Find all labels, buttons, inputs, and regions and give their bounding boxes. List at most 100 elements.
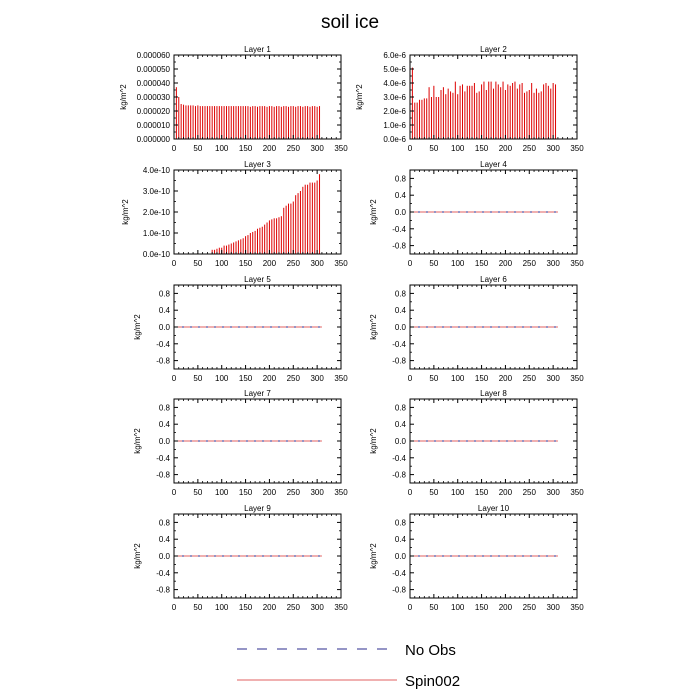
x-tick-label: 250: [287, 603, 301, 612]
y-tick-label: 0.8: [395, 403, 407, 412]
x-tick-label: 300: [310, 144, 324, 153]
y-tick-label: 0.0: [395, 437, 407, 446]
chart-layer-4: 0 50 100 150 200 250 300 350 -0.8 -0.4 0.0 0.4 0.8 La…: [369, 160, 584, 268]
x-tick-label: 100: [215, 603, 229, 612]
x-tick-label: 250: [523, 259, 537, 268]
y-tick-label: 0.8: [159, 403, 171, 412]
y-axis-label: kg/m^2: [119, 84, 128, 110]
chart-layer-9: 0 50 100 150 200 250 300 350 -0.8 -0.4 0.0 0.4 0.8 La…: [133, 504, 348, 612]
x-tick-label: 350: [334, 374, 348, 383]
y-axis-label: kg/m^2: [121, 199, 130, 225]
y-tick-label: -0.8: [392, 242, 406, 251]
chart-layer-6: 0 50 100 150 200 250 300 350 -0.8 -0.4 0.0 0.4 0.8 La…: [369, 275, 584, 383]
x-tick-label: 250: [287, 374, 301, 383]
y-axis-label: kg/m^2: [133, 314, 142, 340]
y-tick-label: -0.8: [392, 586, 406, 595]
x-tick-label: 300: [310, 603, 324, 612]
y-tick-label: -0.8: [392, 471, 406, 480]
chart-layer-3: 0 50 100 150 200 250 300 350 0.0e-10 1.0e-10 2.0e-…: [121, 160, 348, 268]
x-tick-label: 300: [546, 259, 560, 268]
x-tick-label: 250: [523, 144, 537, 153]
x-tick-label: 200: [499, 603, 513, 612]
y-tick-label: 5.0e-6: [383, 65, 406, 74]
panel-title: Layer 5: [244, 275, 271, 284]
y-tick-label: 1.0e-10: [143, 229, 171, 238]
legend: No Obs Spin002: [237, 642, 460, 690]
chart-layer-8: 0 50 100 150 200 250 300 350 -0.8 -0.4 0.0 0.4 0.8 La…: [369, 389, 584, 497]
y-tick-label: 3.0e-10: [143, 187, 171, 196]
y-tick-label: 2.0e-6: [383, 107, 406, 116]
y-axis-label: kg/m^2: [369, 543, 378, 569]
x-tick-label: 50: [193, 259, 202, 268]
y-tick-label: 0.4: [395, 535, 407, 544]
x-tick-label: 200: [499, 144, 513, 153]
y-tick-label: 6.0e-6: [383, 51, 406, 60]
y-tick-label: 0.0: [395, 552, 407, 561]
x-tick-label: 0: [408, 259, 413, 268]
y-tick-label: -0.8: [392, 357, 406, 366]
panel-title: Layer 10: [478, 504, 510, 513]
chart-layer-7: 0 50 100 150 200 250 300 350 -0.8 -0.4 0.0 0.4 0.8 La…: [133, 389, 348, 497]
x-tick-label: 350: [570, 603, 584, 612]
y-tick-label: 0.4: [395, 191, 407, 200]
chart-layer-5: 0 50 100 150 200 250 300 350 -0.8 -0.4 0.0 0.4 0.8 La…: [133, 275, 348, 383]
x-tick-label: 100: [215, 259, 229, 268]
y-tick-label: 0.8: [159, 289, 171, 298]
x-tick-label: 200: [499, 488, 513, 497]
y-tick-label: -0.4: [392, 225, 406, 234]
y-axis-label: kg/m^2: [369, 199, 378, 225]
x-tick-label: 100: [215, 374, 229, 383]
x-tick-label: 0: [172, 374, 177, 383]
x-tick-label: 350: [334, 259, 348, 268]
chart-layer-10: 0 50 100 150 200 250 300 350 -0.8 -0.4 0.0 0.4 0.8 La…: [369, 504, 584, 612]
x-tick-label: 200: [263, 488, 277, 497]
x-tick-label: 350: [334, 488, 348, 497]
y-tick-label: 0.000030: [137, 93, 171, 102]
x-tick-label: 0: [408, 144, 413, 153]
x-tick-label: 100: [215, 488, 229, 497]
panel-title: Layer 4: [480, 160, 507, 169]
legend-label-spin002: Spin002: [405, 673, 460, 690]
x-tick-label: 350: [570, 144, 584, 153]
x-tick-label: 200: [499, 259, 513, 268]
panel-title: Layer 7: [244, 389, 271, 398]
y-axis-label: kg/m^2: [133, 543, 142, 569]
y-axis-label: kg/m^2: [369, 314, 378, 340]
x-tick-label: 250: [523, 603, 537, 612]
y-tick-label: 0.0: [159, 437, 171, 446]
figure-title: soil ice: [321, 12, 379, 33]
y-tick-label: 2.0e-10: [143, 208, 171, 217]
x-tick-label: 50: [429, 259, 438, 268]
x-tick-label: 0: [408, 488, 413, 497]
y-tick-label: 0.0e-6: [383, 135, 406, 144]
x-tick-label: 200: [263, 259, 277, 268]
x-tick-label: 250: [287, 488, 301, 497]
x-tick-label: 300: [310, 259, 324, 268]
x-tick-label: 100: [451, 603, 465, 612]
x-tick-label: 0: [172, 259, 177, 268]
x-tick-label: 150: [475, 144, 489, 153]
x-tick-label: 350: [570, 488, 584, 497]
y-tick-label: -0.4: [156, 569, 170, 578]
y-tick-label: 0.0: [159, 552, 171, 561]
x-tick-label: 300: [546, 144, 560, 153]
x-tick-label: 100: [215, 144, 229, 153]
chart-layer-2: 0 50 100 150 200 250 300 350 0.0e-6 1.0e-6 2.0e-6 3…: [355, 45, 584, 153]
x-tick-label: 150: [475, 603, 489, 612]
x-tick-label: 200: [263, 374, 277, 383]
y-tick-label: -0.4: [392, 569, 406, 578]
y-tick-label: 0.4: [159, 535, 171, 544]
y-tick-label: -0.4: [392, 340, 406, 349]
x-tick-label: 150: [239, 488, 253, 497]
y-tick-label: 4.0e-10: [143, 166, 171, 175]
y-tick-label: 0.000010: [137, 121, 171, 130]
y-tick-label: 0.000020: [137, 107, 171, 116]
y-axis-label: kg/m^2: [369, 428, 378, 454]
chart-panels: 0 50 100 150 200 250 300 3500.0000000.0000100.0…: [119, 45, 584, 612]
x-tick-label: 50: [429, 374, 438, 383]
x-tick-label: 50: [193, 374, 202, 383]
y-tick-label: -0.8: [156, 586, 170, 595]
y-tick-label: 0.8: [395, 174, 407, 183]
x-tick-label: 150: [475, 259, 489, 268]
x-tick-label: 150: [239, 259, 253, 268]
